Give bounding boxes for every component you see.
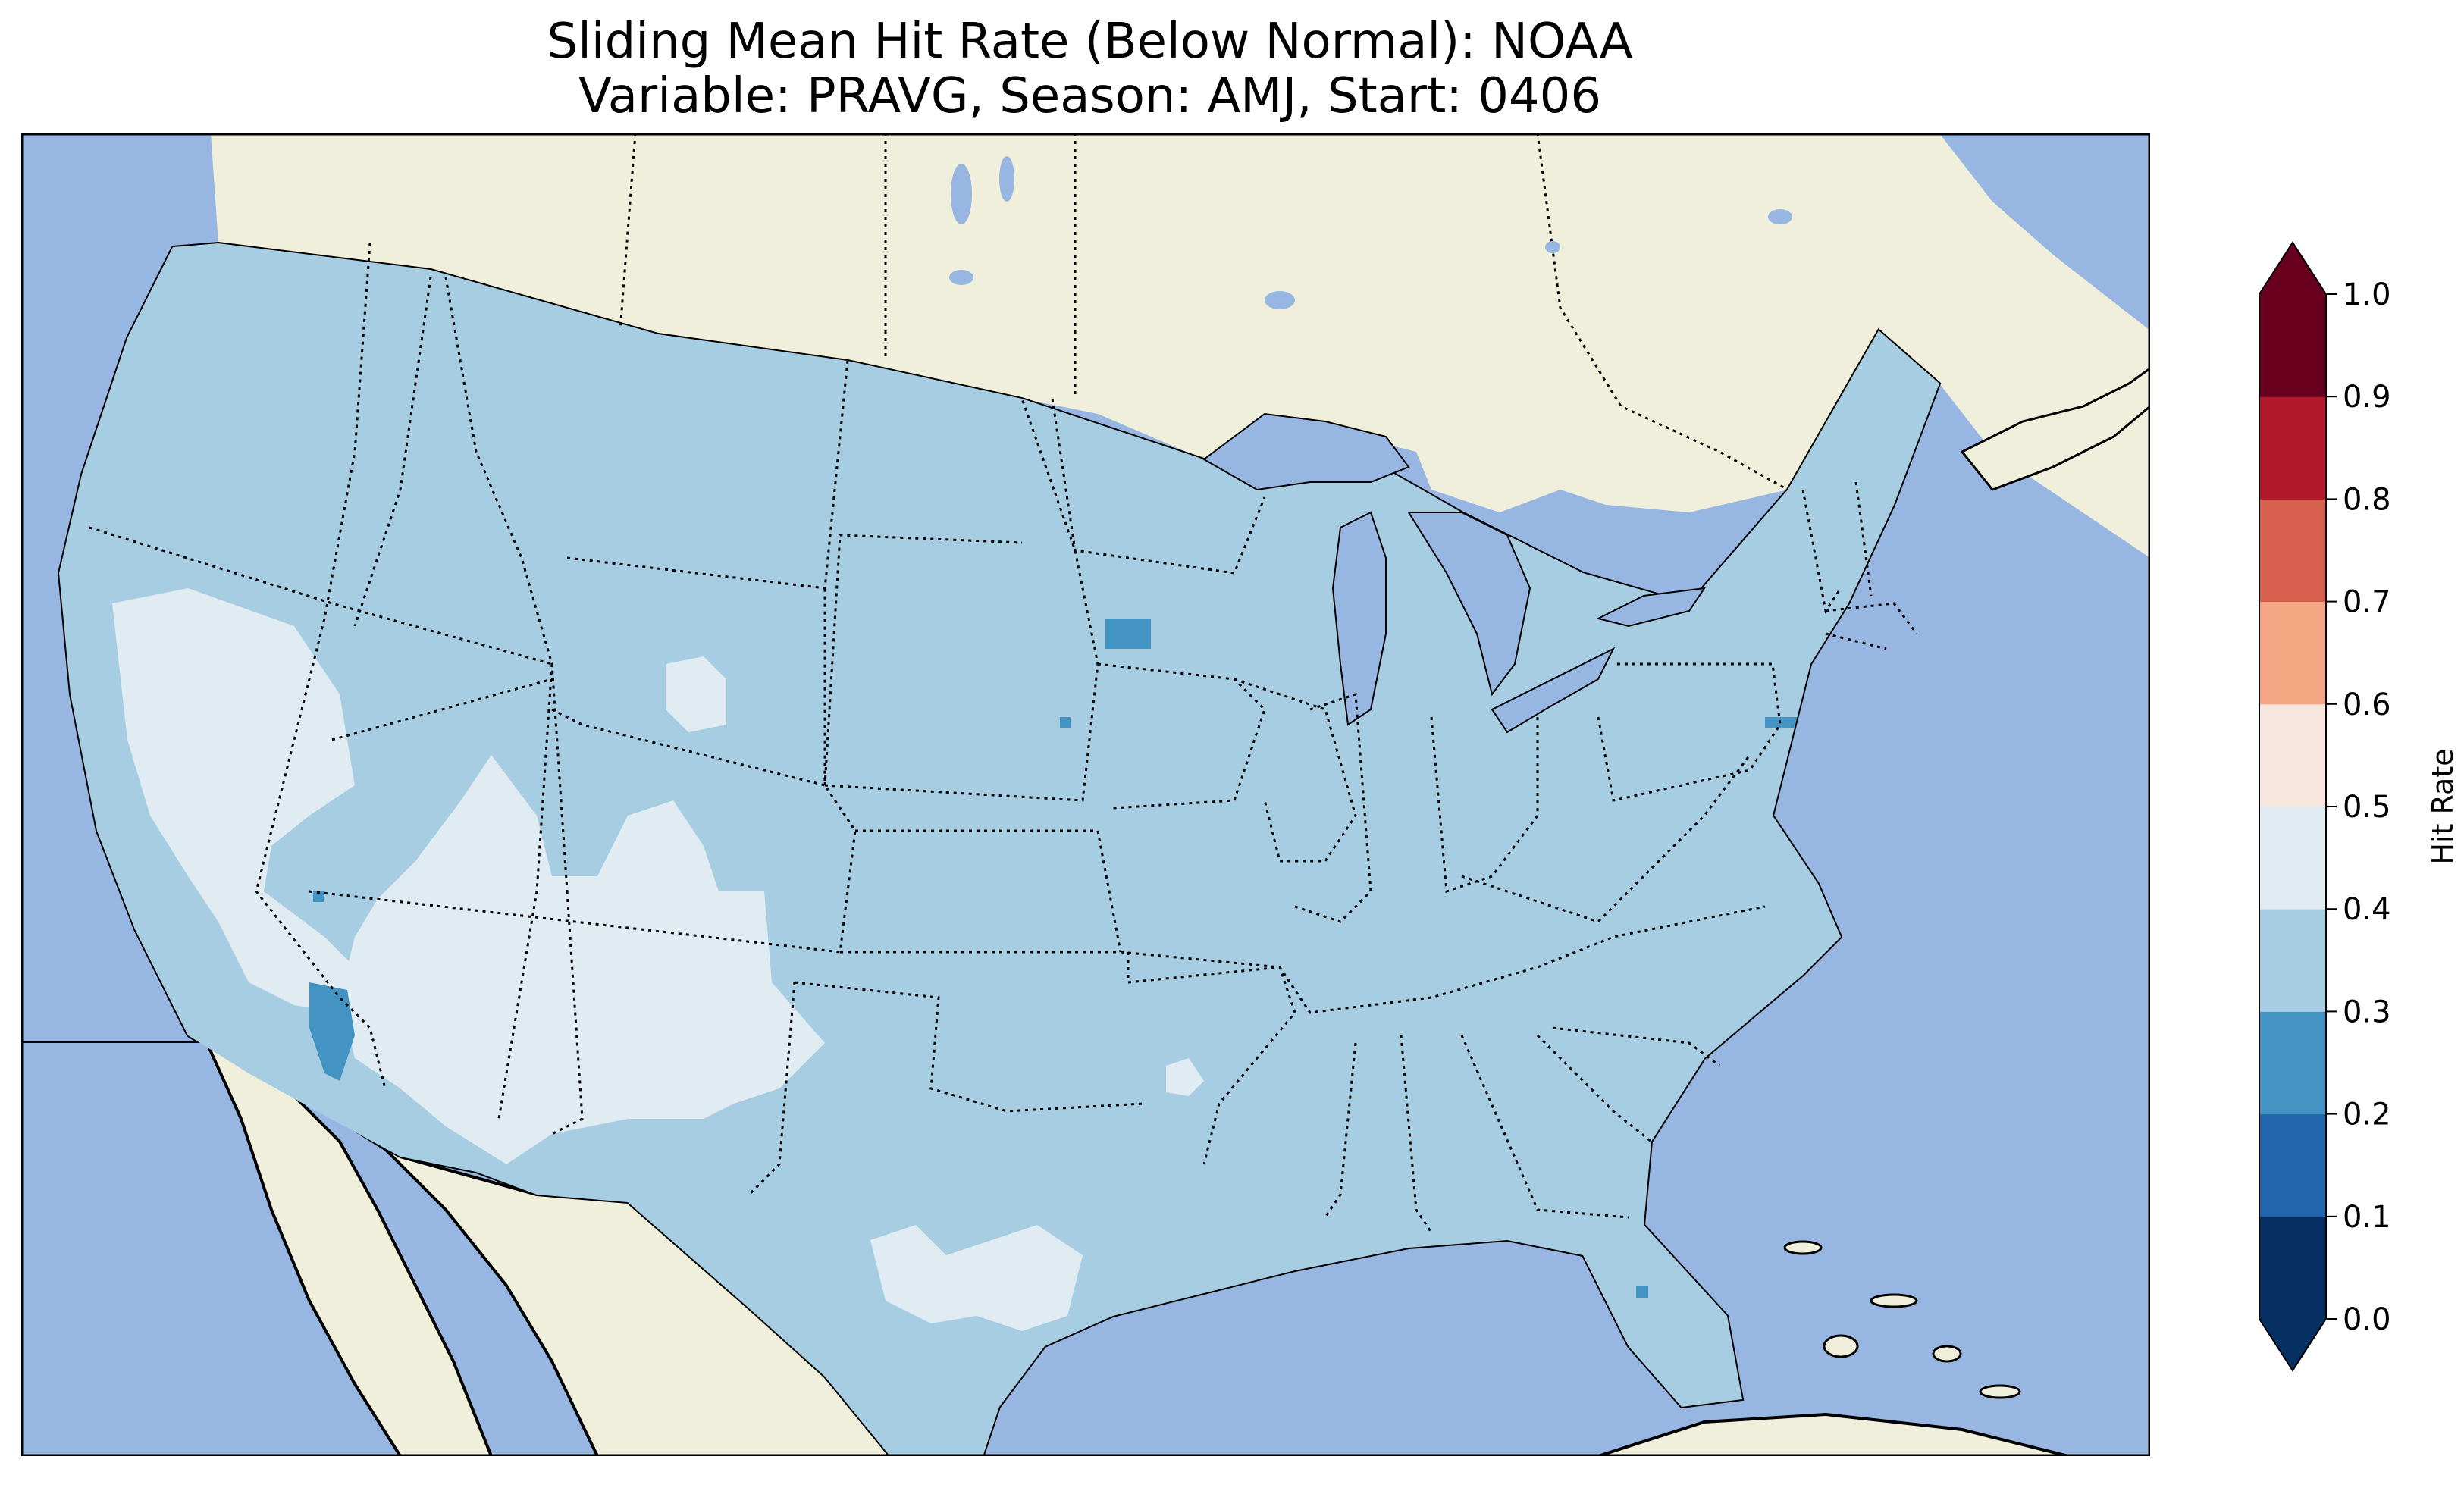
colorbar-tick-label: 0.8 — [2343, 482, 2391, 517]
field-area-four-corners — [340, 755, 825, 1164]
baja-coast — [205, 1042, 402, 1456]
colorbar-tick-label: 0.7 — [2343, 585, 2391, 620]
colorbar-bin — [2259, 294, 2326, 397]
colorbar-tick-label: 0.0 — [2343, 1302, 2391, 1337]
colorbar-tick-label: 1.0 — [2343, 277, 2391, 312]
field-spot-florida — [1636, 1286, 1648, 1298]
canada-lakes — [949, 156, 1792, 309]
great-lakes — [1202, 412, 1707, 734]
field-spot-southern-california — [309, 982, 355, 1081]
map-frame — [21, 133, 2150, 1456]
colorbar-tick-label: 0.6 — [2343, 687, 2391, 722]
colorbar-extend-top — [2259, 243, 2326, 294]
field-spot-iowa — [1060, 717, 1071, 728]
field-spot-new-jersey — [1765, 717, 1798, 728]
colorbar-tick-label: 0.2 — [2343, 1098, 2391, 1132]
field-area-wyoming — [666, 656, 726, 732]
colorbar-bin — [2259, 499, 2326, 603]
colorbar-bin — [2259, 1011, 2326, 1115]
colorbar-tick-label: 0.4 — [2343, 892, 2391, 927]
gulf-of-california — [285, 1087, 600, 1456]
colorbar-bin — [2259, 601, 2326, 705]
map-subtitle: Variable: PRAVG, Season: AMJ, Start: 040… — [578, 68, 1602, 124]
colorbar: 0.0 0.1 0.2 0.3 0.4 0.5 0.6 0.7 0.8 0.9 1.0 Hit Ra… — [2259, 241, 2459, 1372]
state-boundaries — [89, 243, 1918, 1233]
colorbar-bin — [2259, 1216, 2326, 1320]
canada-boundaries — [619, 133, 1788, 491]
colorbar-tick-label: 0.9 — [2343, 380, 2391, 415]
field-area-west-texas — [870, 1225, 1083, 1331]
cuba-land — [1597, 1412, 2069, 1456]
maritimes-land — [1960, 367, 2150, 491]
colorbar-tick-label: 0.5 — [2343, 790, 2391, 825]
field-spot-minnesota — [1105, 619, 1151, 649]
colorbar-tick-label: 0.3 — [2343, 994, 2391, 1029]
colorbar-label: Hit Rate — [2426, 748, 2459, 864]
colorbar-tick-label: 0.1 — [2343, 1200, 2391, 1235]
colorbar-bin — [2259, 1113, 2326, 1217]
colorbar-ticks: 0.0 0.1 0.2 0.3 0.4 0.5 0.6 0.7 0.8 0.9 1.0 — [2326, 277, 2391, 1337]
field-spot-nevada — [313, 891, 324, 902]
canada-land — [211, 133, 2150, 558]
colorbar-bin — [2259, 396, 2326, 500]
colorbar-bin — [2259, 703, 2326, 807]
colorbar-bins — [2259, 294, 2326, 1320]
map-panel — [21, 133, 2150, 1456]
pacific-baja — [21, 1043, 400, 1456]
map-title: Sliding Mean Hit Rate (Below Normal): NO… — [547, 14, 1633, 70]
colorbar-bin — [2259, 909, 2326, 1012]
colorbar-bin — [2259, 807, 2326, 910]
bahamas-islands — [1783, 1240, 2021, 1399]
colorbar-extend-bottom — [2259, 1319, 2326, 1370]
field-area-arkansas — [1166, 1058, 1204, 1096]
